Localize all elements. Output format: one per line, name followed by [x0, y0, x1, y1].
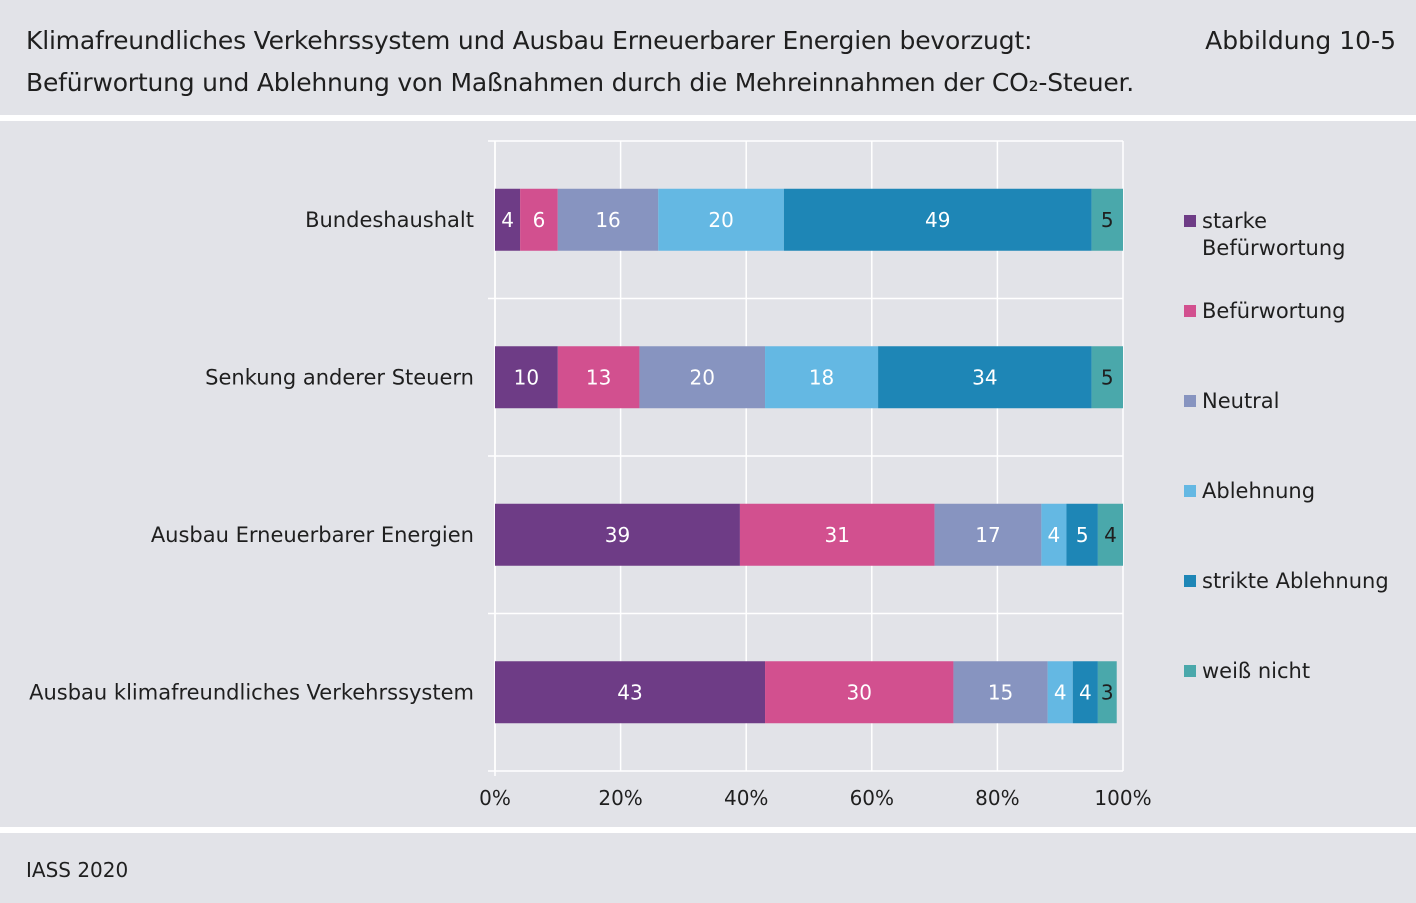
- legend-label: strikte Ablehnung: [1202, 569, 1389, 593]
- data-label: 6: [533, 208, 546, 232]
- legend-swatch: [1184, 395, 1196, 407]
- figure-label: Abbildung 10-5: [1205, 26, 1396, 55]
- bar-segment: [495, 661, 766, 724]
- bar-segment: [1097, 661, 1117, 724]
- legend-swatch: [1184, 575, 1196, 587]
- legend-label: weiß nicht: [1202, 659, 1310, 683]
- legend-swatch: [1184, 485, 1196, 497]
- bar-segment: [1066, 503, 1098, 566]
- bar-segment: [495, 346, 558, 409]
- x-tick-label: 60%: [850, 786, 894, 810]
- x-tick-label: 80%: [975, 786, 1019, 810]
- x-tick-label: 0%: [479, 786, 511, 810]
- bar-segment: [878, 346, 1092, 409]
- legend-label: Neutral: [1202, 389, 1280, 413]
- bar-segment: [1047, 661, 1073, 724]
- legend-label: starke: [1202, 209, 1267, 233]
- legend-label: Befürwortung: [1202, 299, 1346, 323]
- data-label: 13: [586, 365, 611, 389]
- bar-segment: [658, 188, 784, 251]
- bar-segment: [953, 661, 1048, 724]
- data-label: 20: [708, 208, 733, 232]
- data-label: 10: [514, 365, 539, 389]
- bar-segment: [495, 503, 740, 566]
- bar-segment: [639, 346, 766, 409]
- data-label: 4: [1079, 680, 1092, 704]
- category-label: Ausbau Erneuerbarer Energien: [151, 523, 474, 547]
- data-label: 4: [501, 208, 514, 232]
- bar-segment: [765, 661, 954, 724]
- chart-title: Klimafreundliches Verkehrssystem und Aus…: [26, 20, 1186, 104]
- data-label: 5: [1101, 208, 1114, 232]
- data-label: 16: [595, 208, 620, 232]
- data-label: 30: [847, 680, 872, 704]
- legend-swatch: [1184, 305, 1196, 317]
- category-label: Senkung anderer Steuern: [205, 365, 474, 389]
- data-label: 49: [925, 208, 950, 232]
- category-label: Ausbau klimafreundliches Verkehrssystem: [29, 680, 474, 704]
- bottom-divider: [0, 827, 1416, 833]
- x-tick-label: 100%: [1094, 786, 1151, 810]
- legend-label: Befürwortung: [1202, 236, 1346, 260]
- bar-segment: [1041, 503, 1067, 566]
- bar-segment: [1091, 188, 1123, 251]
- bar-segment: [739, 503, 935, 566]
- title-line-2: Befürwortung und Ablehnung von Maßnahmen…: [26, 68, 1135, 97]
- title-line-1: Klimafreundliches Verkehrssystem und Aus…: [26, 26, 1033, 55]
- data-label: 34: [972, 365, 997, 389]
- bar-segment: [495, 188, 521, 251]
- top-divider: [0, 115, 1416, 121]
- data-label: 43: [617, 680, 642, 704]
- data-label: 5: [1076, 523, 1089, 547]
- bar-segment: [1097, 503, 1123, 566]
- bar-segment: [934, 503, 1042, 566]
- data-label: 39: [605, 523, 630, 547]
- data-label: 15: [988, 680, 1013, 704]
- bar-segment: [783, 188, 1092, 251]
- data-label: 31: [825, 523, 850, 547]
- data-label: 17: [975, 523, 1000, 547]
- data-label: 5: [1101, 365, 1114, 389]
- source-note: IASS 2020: [26, 858, 129, 882]
- bar-segment: [557, 346, 640, 409]
- header: Klimafreundliches Verkehrssystem und Aus…: [0, 0, 1416, 116]
- data-label: 4: [1048, 523, 1061, 547]
- bar-segment: [1072, 661, 1098, 724]
- data-label: 4: [1054, 680, 1067, 704]
- bar-segment: [1091, 346, 1123, 409]
- x-tick-label: 20%: [598, 786, 642, 810]
- bar-segment: [557, 188, 659, 251]
- bar-segment: [520, 188, 558, 251]
- data-label: 4: [1104, 523, 1117, 547]
- data-label: 18: [809, 365, 834, 389]
- legend-label: Ablehnung: [1202, 479, 1315, 503]
- legend-swatch: [1184, 215, 1196, 227]
- bar-segment: [765, 346, 879, 409]
- data-label: 3: [1101, 680, 1114, 704]
- x-tick-label: 40%: [724, 786, 768, 810]
- category-label: Bundeshaushalt: [305, 208, 474, 232]
- data-label: 20: [690, 365, 715, 389]
- legend-swatch: [1184, 665, 1196, 677]
